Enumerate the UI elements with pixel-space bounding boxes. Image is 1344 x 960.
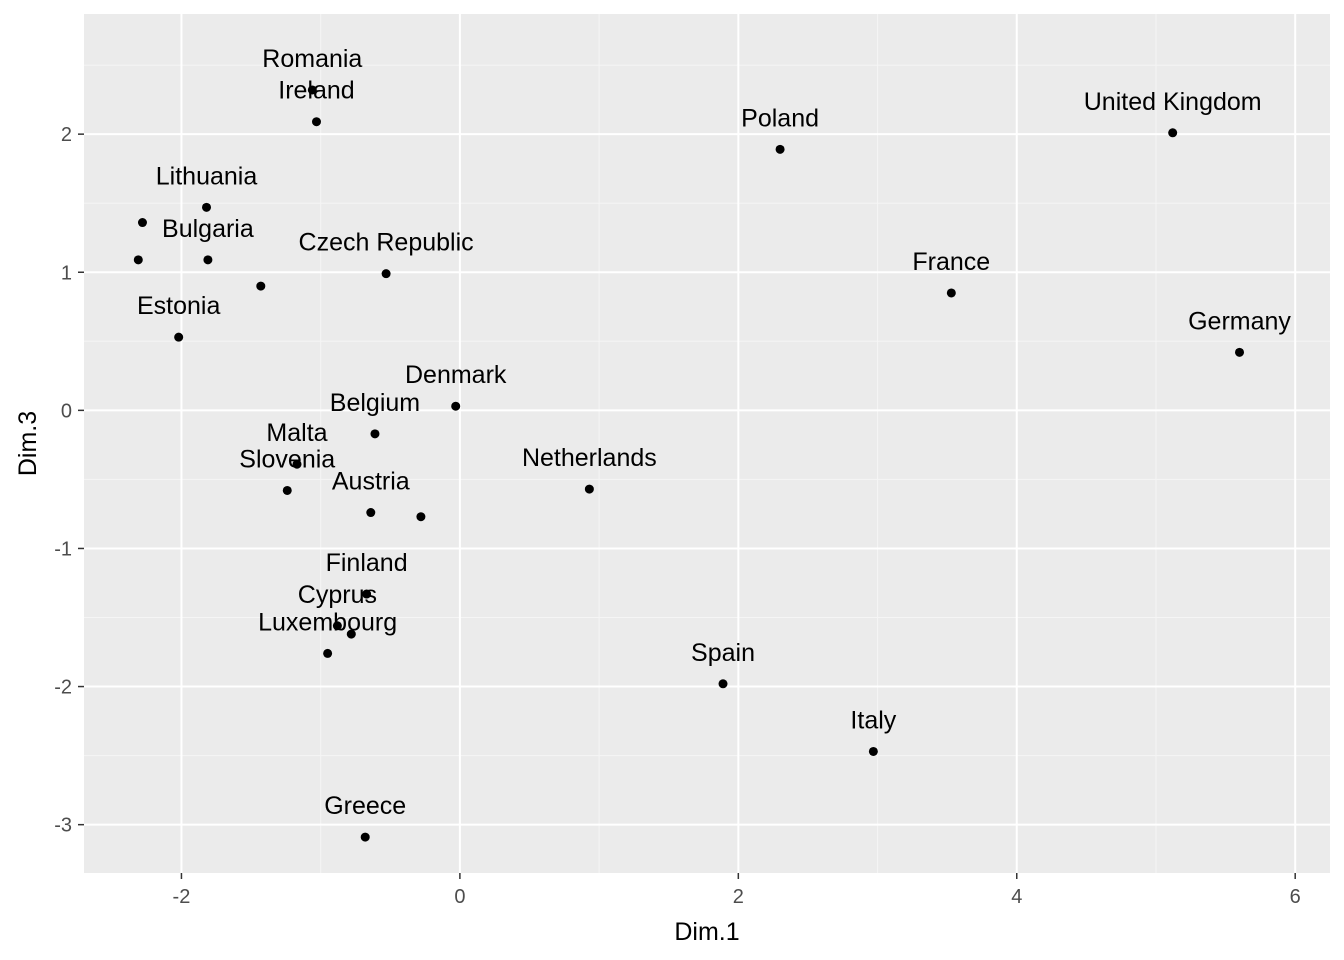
point-label: Slovenia [239,445,335,473]
y-tick-label: -3 [54,815,72,837]
point-label: Luxembourg [258,608,397,636]
point-label: Czech Republic [299,229,474,257]
data-point [868,746,878,756]
point-label: Malta [266,419,327,447]
point-label: Poland [741,104,819,132]
data-point [584,484,594,494]
x-tick-label: 0 [454,886,465,908]
point-label: Romania [262,45,362,73]
x-tick-label: 6 [1290,886,1301,908]
y-tick-label: 1 [61,262,72,284]
point-label: Austria [332,468,410,496]
x-tick-label: 2 [733,886,744,908]
data-point [133,255,143,265]
major-gridlines [84,14,1330,873]
minor-gridlines [84,14,1330,873]
data-point [307,85,317,95]
data-point [346,629,356,639]
x-axis-title: Dim.1 [674,918,739,946]
point-label: Italy [850,706,896,734]
data-point [416,512,426,522]
x-axis-ticks: -2 0 2 4 6 [173,873,1301,908]
data-point [332,621,342,631]
data-point [202,202,212,212]
point-label: France [912,248,990,276]
point-label: Cyprus [298,581,377,609]
plot-panel [84,14,1330,873]
data-point [282,485,292,495]
y-axis-ticks: -3 -2 -1 0 1 2 [54,124,84,837]
x-tick-label: 4 [1011,886,1022,908]
data-point [256,281,266,291]
point-label: Finland [326,549,408,577]
point-labels: Lithuania Bulgaria Estonia Romania Ireland Cz… [137,45,1291,820]
data-point [174,332,184,342]
point-label: Germany [1188,307,1291,335]
point-label: Belgium [330,389,420,417]
point-label: Lithuania [156,162,258,190]
data-point [451,401,461,411]
data-point [1168,128,1178,138]
data-point [362,589,372,599]
data-point [946,288,956,298]
data-point [1235,347,1245,357]
x-tick-label: -2 [173,886,191,908]
point-label: Estonia [137,292,220,320]
point-label: Netherlands [522,444,657,472]
point-label: Denmark [405,361,507,389]
y-tick-label: 0 [61,400,72,422]
point-label: Greece [324,792,406,820]
data-point [292,459,302,469]
data-point [370,429,380,439]
point-label: Spain [691,639,755,667]
data-point [311,117,321,127]
point-label: Bulgaria [162,215,254,243]
data-point [203,255,213,265]
point-label: Ireland [278,77,354,105]
data-point [775,144,785,154]
y-tick-label: -2 [54,677,72,699]
data-points [133,85,1245,842]
data-point [360,832,370,842]
point-label: United Kingdom [1084,88,1262,116]
data-point [323,648,333,658]
data-point [137,218,147,228]
y-tick-label: 2 [61,124,72,146]
y-tick-label: -1 [54,538,72,560]
y-axis-title: Dim.3 [14,411,42,476]
data-point [381,269,391,279]
data-point [718,679,728,689]
data-point [366,508,376,518]
